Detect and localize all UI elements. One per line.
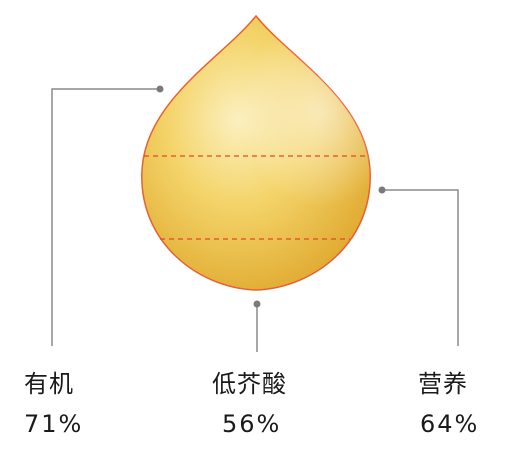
value-organic: 71% bbox=[24, 410, 84, 438]
label-organic: 有机 bbox=[24, 370, 74, 398]
value-nutrition: 64% bbox=[420, 410, 480, 438]
label-nutrition: 营养 bbox=[418, 370, 468, 398]
leader-line-organic bbox=[51, 85, 164, 346]
label-low-erucic: 低芥酸 bbox=[212, 370, 287, 398]
leader-line-nutrition bbox=[378, 186, 459, 346]
leader-line-low-erucic bbox=[253, 300, 261, 352]
value-low-erucic: 56% bbox=[222, 410, 282, 438]
drop-highlight bbox=[141, 16, 371, 290]
